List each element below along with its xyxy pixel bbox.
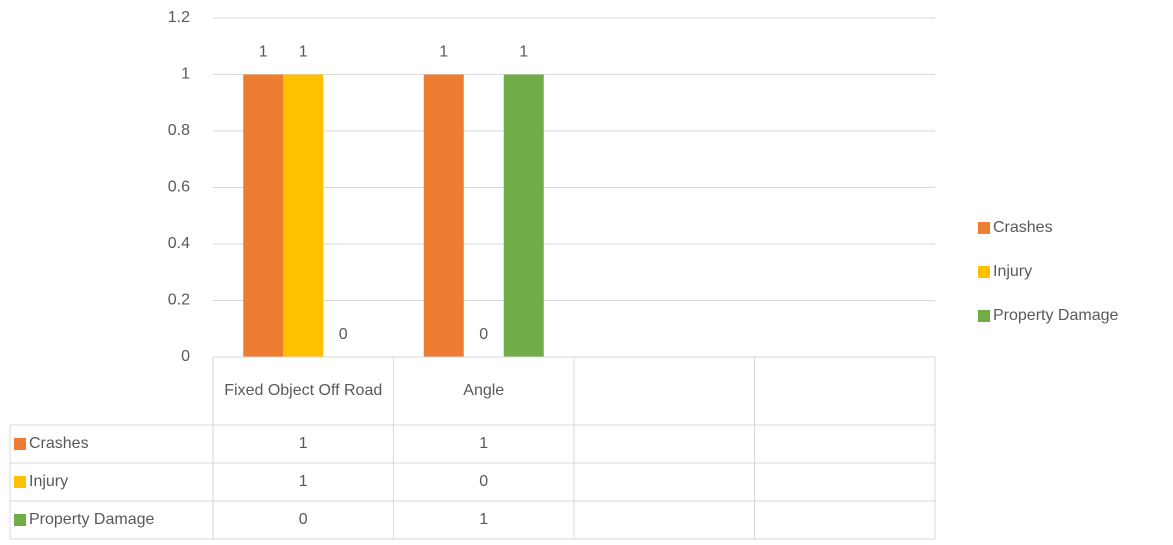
legend-key <box>14 476 26 488</box>
table-value: 1 <box>299 435 308 452</box>
table-value: 1 <box>479 511 488 528</box>
y-tick-label: 0.6 <box>168 179 190 196</box>
bar <box>423 74 464 357</box>
x-tick-label: Angle <box>463 382 504 399</box>
data-label: 1 <box>519 44 528 61</box>
table-value: 0 <box>299 511 308 528</box>
legend-label: Property Damage <box>993 307 1118 324</box>
legend-label: Crashes <box>993 219 1053 236</box>
y-tick-label: 0 <box>181 348 190 365</box>
y-tick-label: 1 <box>181 66 190 83</box>
bar <box>283 74 324 357</box>
y-tick-label: 0.8 <box>168 122 190 139</box>
legend-key <box>14 438 26 450</box>
data-label: 1 <box>299 44 308 61</box>
row-label: Injury <box>29 473 68 490</box>
row-label: Crashes <box>29 435 89 452</box>
data-label: 0 <box>339 326 348 343</box>
table-value: 0 <box>479 473 488 490</box>
y-tick-label: 0.4 <box>168 235 190 252</box>
data-label: 0 <box>479 326 488 343</box>
row-label: Property Damage <box>29 511 154 528</box>
legend-key <box>14 514 26 526</box>
bar <box>503 74 544 357</box>
data-label: 1 <box>259 44 268 61</box>
table-value: 1 <box>479 435 488 452</box>
x-tick-label: Fixed Object Off Road <box>224 382 382 399</box>
legend-key <box>978 310 990 322</box>
y-tick-label: 1.2 <box>168 9 190 26</box>
y-tick-label: 0.2 <box>168 292 190 309</box>
legend-key <box>978 222 990 234</box>
legend-key <box>978 266 990 278</box>
legend-label: Injury <box>993 263 1032 280</box>
table-value: 1 <box>299 473 308 490</box>
data-label: 1 <box>439 44 448 61</box>
bar <box>243 74 284 357</box>
